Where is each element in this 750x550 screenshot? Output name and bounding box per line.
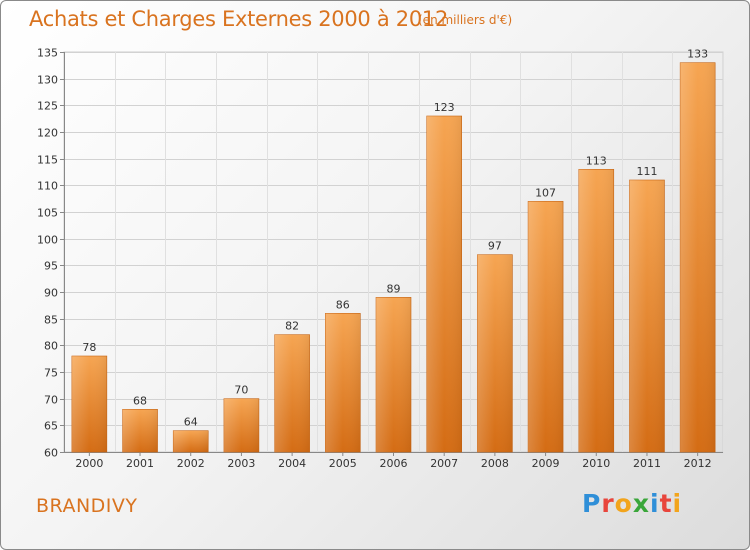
chart-title: Achats et Charges Externes 2000 à 2012 bbox=[29, 7, 449, 31]
value-label-2011: 111 bbox=[636, 165, 657, 178]
bar-shine-2001 bbox=[122, 409, 158, 452]
x-tick-label-2009: 2009 bbox=[532, 457, 560, 470]
x-tick-label-2007: 2007 bbox=[430, 457, 458, 470]
value-label-2001: 68 bbox=[133, 394, 147, 407]
y-tick-label: 115 bbox=[37, 154, 58, 167]
x-tick-label-2001: 2001 bbox=[126, 457, 154, 470]
bar-shine-2006 bbox=[376, 297, 411, 452]
bar-shine-2009 bbox=[528, 201, 564, 452]
bar-shine-2011 bbox=[629, 180, 665, 452]
x-tick-label-2011: 2011 bbox=[633, 457, 661, 470]
value-label-2010: 113 bbox=[586, 154, 607, 167]
y-tick-label: 135 bbox=[37, 47, 58, 60]
y-tick-label: 100 bbox=[37, 234, 58, 247]
bar-shine-2003 bbox=[223, 398, 259, 452]
x-tick-label-2005: 2005 bbox=[329, 457, 357, 470]
bar-shine-2002 bbox=[173, 430, 209, 452]
bar-shine-2005 bbox=[325, 313, 361, 452]
bar-shine-2007 bbox=[426, 116, 462, 452]
y-tick-label: 125 bbox=[37, 100, 58, 113]
y-tick-label: 75 bbox=[44, 367, 58, 380]
bar-shine-2000 bbox=[71, 356, 107, 452]
x-tick-label-2006: 2006 bbox=[380, 457, 408, 470]
bar-shine-2012 bbox=[680, 62, 716, 453]
y-tick-label: 110 bbox=[37, 180, 58, 193]
x-tick-label-2010: 2010 bbox=[582, 457, 610, 470]
y-tick-label: 85 bbox=[44, 314, 58, 327]
value-label-2007: 123 bbox=[434, 101, 455, 114]
x-tick-label-2000: 2000 bbox=[75, 457, 103, 470]
y-tick-label: 80 bbox=[44, 340, 58, 353]
y-tick-label: 95 bbox=[44, 260, 58, 273]
value-label-2003: 70 bbox=[234, 384, 248, 397]
bar-shine-2010 bbox=[578, 169, 614, 453]
x-tick-label-2003: 2003 bbox=[227, 457, 255, 470]
bar-shine-2008 bbox=[477, 254, 513, 452]
value-label-2006: 89 bbox=[387, 282, 401, 295]
x-tick-label-2002: 2002 bbox=[177, 457, 205, 470]
chart-subtitle: (en milliers d'€) bbox=[418, 13, 513, 27]
value-label-2000: 78 bbox=[82, 341, 96, 354]
y-tick-label: 70 bbox=[44, 394, 58, 407]
y-tick-label: 65 bbox=[44, 420, 58, 433]
value-label-2008: 97 bbox=[488, 240, 502, 253]
proxiti-logo: Proxiti bbox=[582, 489, 683, 518]
x-tick-label-2012: 2012 bbox=[684, 457, 712, 470]
value-label-2005: 86 bbox=[336, 298, 350, 311]
place-name: BRANDIVY bbox=[36, 495, 138, 517]
y-tick-label: 60 bbox=[44, 447, 58, 460]
value-label-2002: 64 bbox=[184, 416, 198, 429]
x-tick-label-2008: 2008 bbox=[481, 457, 509, 470]
y-tick-label: 90 bbox=[44, 287, 58, 300]
x-tick-label-2004: 2004 bbox=[278, 457, 306, 470]
value-label-2009: 107 bbox=[535, 186, 556, 199]
value-label-2004: 82 bbox=[285, 320, 299, 333]
y-tick-label: 130 bbox=[37, 74, 58, 87]
bar-shine-2004 bbox=[274, 334, 310, 452]
y-tick-label: 120 bbox=[37, 127, 58, 140]
y-tick-label: 105 bbox=[37, 207, 58, 220]
value-label-2012: 133 bbox=[687, 48, 708, 61]
